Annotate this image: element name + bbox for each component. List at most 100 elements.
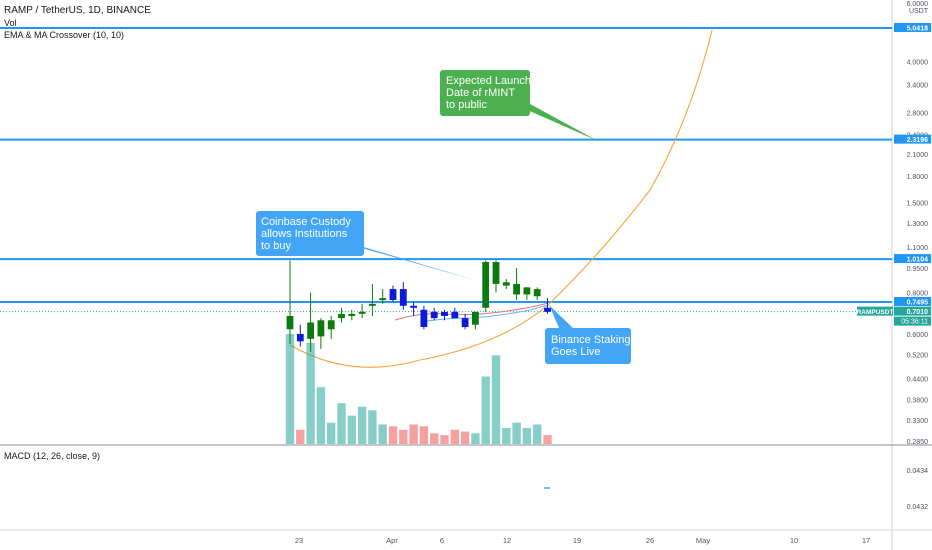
volume-bar xyxy=(296,429,305,444)
candle-body[interactable] xyxy=(461,318,469,327)
level-badge xyxy=(894,23,931,33)
volume-bar xyxy=(306,342,315,444)
candle-body[interactable] xyxy=(358,311,366,314)
volume-bar xyxy=(399,429,408,444)
volume-bar xyxy=(388,426,398,444)
volume-bar xyxy=(316,387,326,444)
volume-bar xyxy=(285,334,295,444)
price-tick: 0.6000 xyxy=(907,332,929,339)
macd-label: MACD (12, 26, close, 9) xyxy=(4,451,100,461)
volume-bar xyxy=(357,406,367,444)
level-badge xyxy=(894,134,931,144)
candle-body[interactable] xyxy=(389,289,397,301)
level-badge-text: 0.7010 xyxy=(907,309,929,316)
countdown-text: 05:36:11 xyxy=(901,319,928,326)
candle-body[interactable] xyxy=(502,282,510,286)
volume-bar xyxy=(368,410,377,444)
volume-bar xyxy=(481,376,490,444)
price-tick: 0.4400 xyxy=(907,377,929,384)
candle-body[interactable] xyxy=(369,303,376,306)
volume-bar xyxy=(533,424,542,444)
time-tick: 10 xyxy=(790,536,798,545)
candles xyxy=(286,260,551,352)
coinbase-callout-text: Coinbase Custody allows Institutions to … xyxy=(261,216,354,252)
volume-bar xyxy=(502,428,511,444)
volume-bar xyxy=(512,422,521,444)
staking-callout-pointer xyxy=(549,305,575,330)
volume-bar xyxy=(491,355,501,444)
time-tick: 6 xyxy=(440,536,444,545)
level-badge-text: 5.0418 xyxy=(907,26,929,33)
candle-body[interactable] xyxy=(492,262,500,284)
time-tick: 12 xyxy=(503,536,511,545)
volume-bar xyxy=(471,433,480,444)
indicator-label: EMA & MA Crossover (10, 10) xyxy=(4,30,124,40)
price-tick: 0.3300 xyxy=(907,418,929,425)
price-tick: 1.1000 xyxy=(907,245,929,252)
candle-body[interactable] xyxy=(348,313,356,316)
price-tick: 1.3000 xyxy=(907,221,929,228)
candle-body[interactable] xyxy=(399,289,407,306)
candle-body[interactable] xyxy=(523,287,531,295)
time-axis[interactable]: 23 Apr 6 12 19 26 May 10 17 xyxy=(295,536,870,545)
level-badge xyxy=(894,306,931,316)
price-axis[interactable]: 6.0000 USDT 4.00003.40002.80002.40002.10… xyxy=(857,1,931,446)
price-tick: 2.8000 xyxy=(907,111,929,118)
macd-axis: 0.0434 0.0432 xyxy=(907,468,929,511)
candle-body[interactable] xyxy=(317,320,325,337)
symbol-tag-text: RAMPUSDT xyxy=(857,309,894,316)
volume-bar xyxy=(450,429,459,444)
volume-bar xyxy=(430,433,439,444)
price-tick: 0.9500 xyxy=(907,266,929,273)
candle-body[interactable] xyxy=(513,283,520,295)
launch-callout[interactable]: Expected Launch Date of rMINT to public xyxy=(440,70,598,141)
time-tick: 17 xyxy=(862,536,870,545)
price-tick: 3.4000 xyxy=(907,83,929,90)
time-tick: 26 xyxy=(646,536,654,545)
launch-callout-box xyxy=(440,70,530,116)
candle-body[interactable] xyxy=(441,311,448,316)
level-badge-text: 0.7495 xyxy=(907,300,929,307)
candle-body[interactable] xyxy=(296,333,304,342)
candle-body[interactable] xyxy=(472,311,479,325)
ema-line xyxy=(394,302,549,321)
volume-bar xyxy=(409,424,418,444)
volume-bar xyxy=(327,422,336,444)
symbol-tag-badge xyxy=(857,306,893,316)
coinbase-callout[interactable]: Coinbase Custody allows Institutions to … xyxy=(256,211,478,281)
candle-body[interactable] xyxy=(410,305,417,308)
candle-body[interactable] xyxy=(286,315,294,330)
staking-callout[interactable]: Binance Staking Goes Live xyxy=(545,305,634,364)
time-tick: Apr xyxy=(386,536,398,545)
candle-body[interactable] xyxy=(482,262,490,308)
candle-body[interactable] xyxy=(307,322,314,339)
candle-body[interactable] xyxy=(420,309,428,327)
level-badge-text: 2.3196 xyxy=(907,137,929,144)
volume-label: Vol xyxy=(4,18,17,28)
currency-label: USDT xyxy=(909,8,929,15)
time-tick: 19 xyxy=(573,536,581,545)
volume-bar xyxy=(378,424,387,444)
candle-body[interactable] xyxy=(327,320,335,330)
candle-body[interactable] xyxy=(430,311,438,319)
price-tick: 0.2850 xyxy=(907,439,929,446)
candle-body[interactable] xyxy=(338,313,345,319)
price-tick: 2.1000 xyxy=(907,152,929,159)
price-tick: 4.0000 xyxy=(907,59,929,66)
price-tick: 1.5000 xyxy=(907,200,929,207)
candle-body[interactable] xyxy=(544,307,551,312)
level-badge xyxy=(894,297,931,307)
candle-body[interactable] xyxy=(379,298,387,301)
candle-body[interactable] xyxy=(451,311,459,319)
candle-body[interactable] xyxy=(533,289,541,297)
volume-bars xyxy=(285,334,552,444)
horizontal-levels xyxy=(0,27,892,313)
volume-bar xyxy=(543,435,552,444)
staking-callout-text: Binance Staking Goes Live xyxy=(551,334,634,358)
launch-callout-text: Expected Launch Date of rMINT to public xyxy=(446,75,534,111)
volume-bar xyxy=(337,403,346,444)
projection-curves xyxy=(289,29,713,368)
countdown-badge xyxy=(894,316,931,326)
